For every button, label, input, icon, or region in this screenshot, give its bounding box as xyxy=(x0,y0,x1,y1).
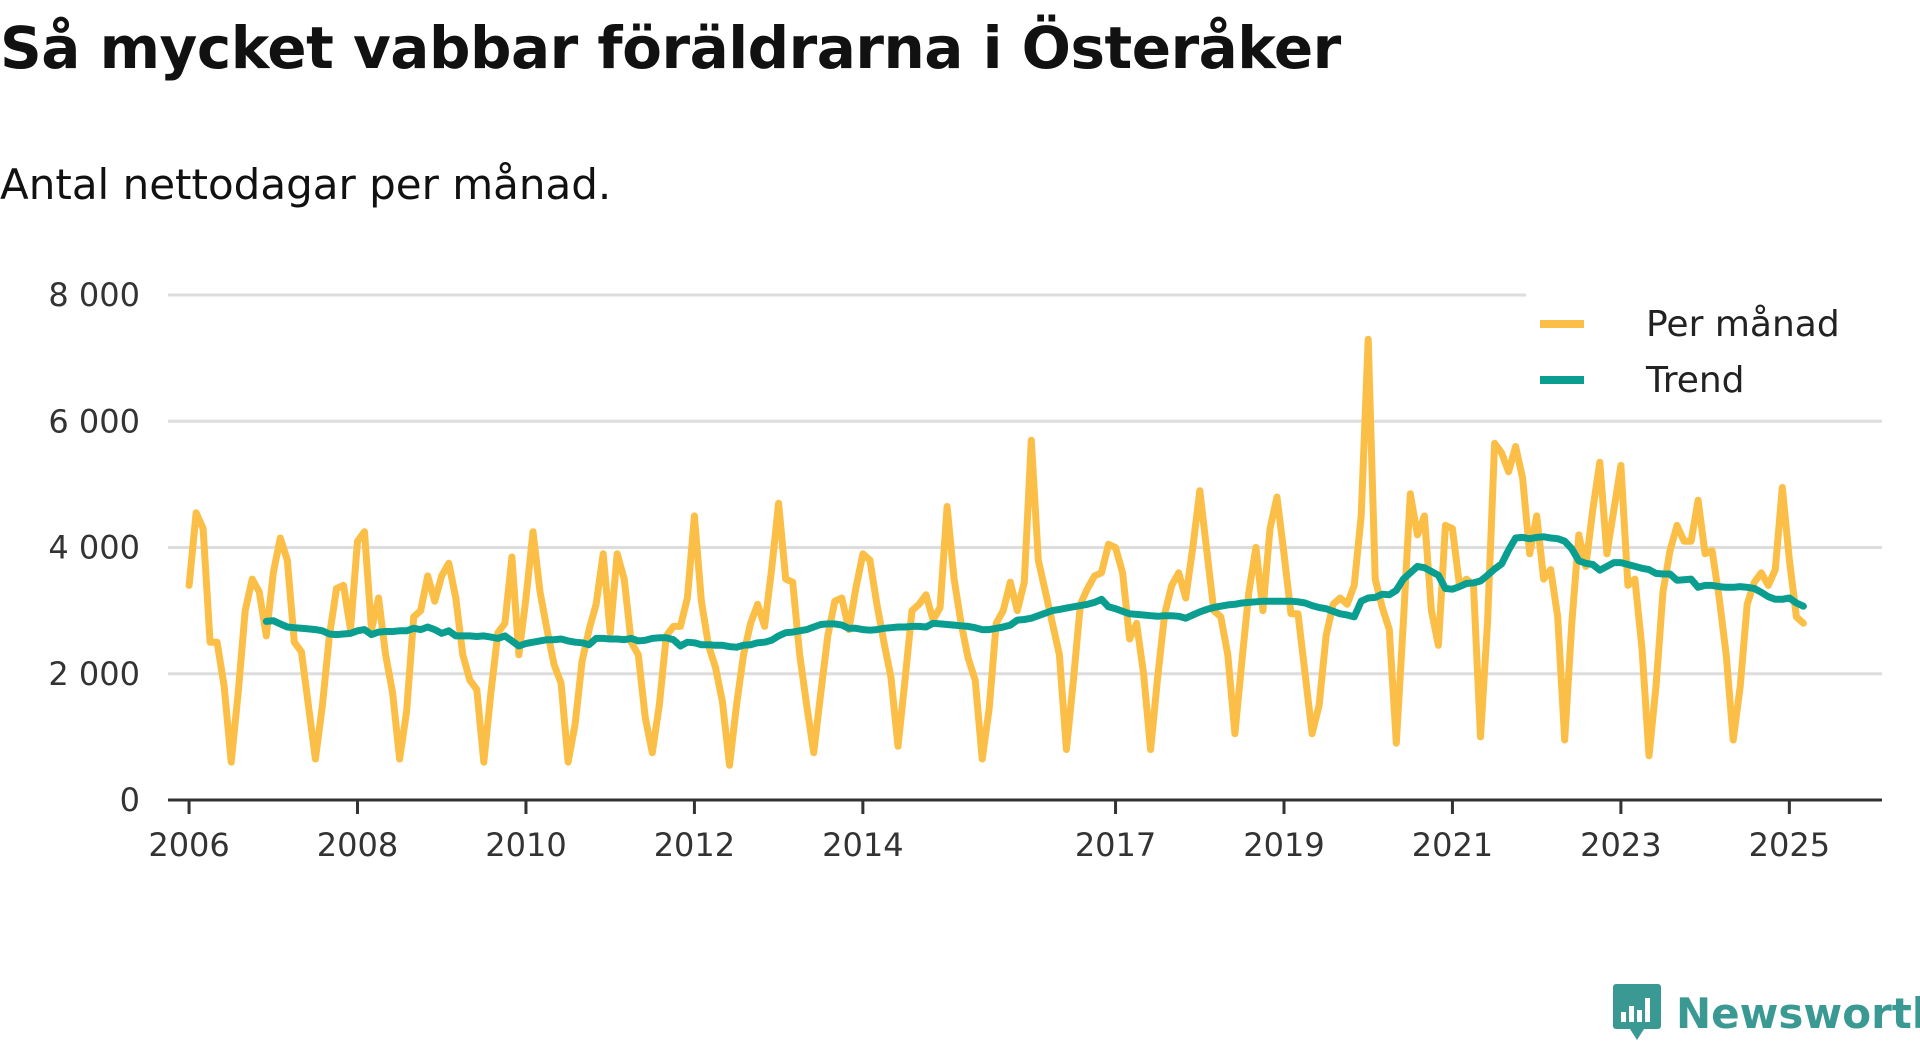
x-tick-label: 2023 xyxy=(1580,826,1661,864)
legend-background xyxy=(1526,292,1886,412)
brand-name: Newsworthy xyxy=(1676,988,1920,1038)
y-tick-label: 0 xyxy=(120,781,140,819)
x-tick-label: 2006 xyxy=(148,826,229,864)
series-line-trend xyxy=(262,533,1807,651)
x-tick-label: 2012 xyxy=(654,826,735,864)
chart-subtitle: Antal nettodagar per månad. xyxy=(0,160,612,209)
x-tick-label: 2025 xyxy=(1749,826,1830,864)
legend: Per månad Trend xyxy=(1526,292,1886,412)
series-line-per-manad xyxy=(185,335,1807,769)
x-tick-label: 2010 xyxy=(485,826,566,864)
y-tick-label: 6 000 xyxy=(48,402,140,440)
x-axis-ticks: 2006 2008 2010 2012 2014 2017 2019 2021 2023 2025 xyxy=(148,800,1830,864)
y-tick-label: 8 000 xyxy=(48,276,140,314)
legend-label-trend: Trend xyxy=(1645,360,1745,401)
x-tick-label: 2019 xyxy=(1243,826,1324,864)
y-tick-label: 4 000 xyxy=(48,529,140,567)
newsworthy-logo: Newsworthy xyxy=(1612,982,1920,1044)
x-tick-label: 2021 xyxy=(1412,826,1493,864)
legend-label-per-manad: Per månad xyxy=(1646,304,1840,345)
x-tick-label: 2014 xyxy=(822,826,903,864)
x-tick-label: 2017 xyxy=(1075,826,1156,864)
series-lines xyxy=(185,335,1807,769)
y-tick-label: 2 000 xyxy=(48,655,140,693)
chart-title: Så mycket vabbar föräldrarna i Österåker xyxy=(0,14,1341,82)
bar-chart-bubble-icon xyxy=(1613,984,1661,1040)
x-tick-label: 2008 xyxy=(317,826,398,864)
y-axis-tick-labels: 0 2 000 4 000 6 000 8 000 xyxy=(48,276,140,819)
